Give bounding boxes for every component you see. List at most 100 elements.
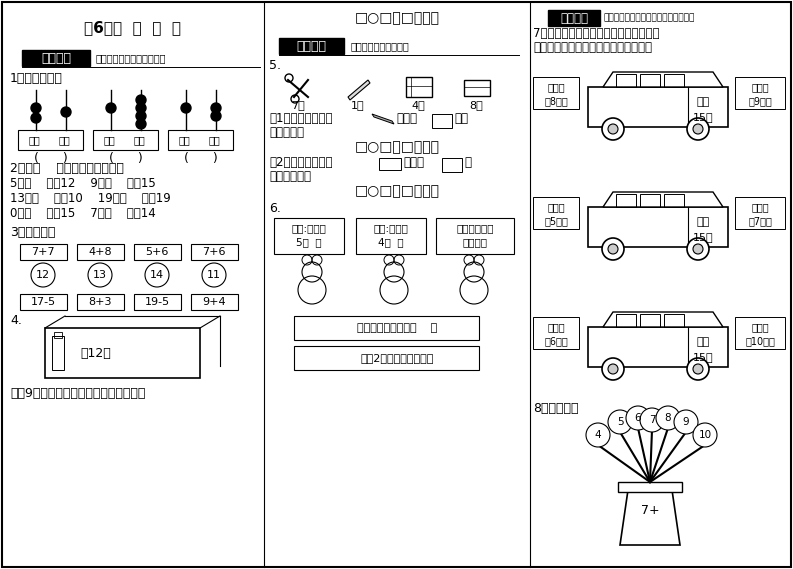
Text: (      ): ( ) [34, 151, 68, 164]
Circle shape [602, 118, 624, 140]
Circle shape [687, 118, 709, 140]
Text: 5＋（    ）＝12    9＋（    ）＝15: 5＋（ ）＝12 9＋（ ）＝15 [10, 176, 155, 189]
Bar [735, 317, 785, 349]
Circle shape [687, 238, 709, 260]
Polygon shape [603, 192, 723, 207]
Circle shape [608, 410, 632, 434]
Text: 个位: 个位 [133, 135, 145, 145]
Text: 绘画小: 绘画小 [547, 322, 565, 332]
Bar [45, 328, 200, 378]
Circle shape [136, 95, 146, 105]
Text: 8．填一填。: 8．填一填。 [533, 402, 579, 414]
Text: 和一本: 和一本 [403, 155, 424, 168]
Text: 体育小: 体育小 [751, 322, 768, 332]
Text: □○□＝□（元）: □○□＝□（元） [354, 184, 439, 198]
Text: 组6人。: 组6人。 [544, 336, 568, 346]
Circle shape [693, 364, 703, 374]
Text: （2）如果想买一个: （2）如果想买一个 [269, 155, 332, 168]
Text: (      ): ( ) [109, 151, 143, 164]
Polygon shape [603, 72, 723, 87]
Text: 7+7: 7+7 [31, 247, 55, 257]
Text: 快乐拓展: 快乐拓展 [560, 11, 588, 24]
Text: 限乘: 限乘 [696, 217, 710, 227]
Text: ，: ， [464, 155, 471, 168]
Text: 共12瓶: 共12瓶 [80, 347, 111, 360]
Text: 个位: 个位 [58, 135, 70, 145]
Text: 科技小: 科技小 [751, 202, 768, 212]
Bar [664, 314, 684, 327]
Text: 13－（    ）＝10    19－（    ）＝19: 13－（ ）＝10 19－（ ）＝19 [10, 192, 170, 204]
Text: 7元: 7元 [291, 100, 305, 110]
Text: 1元: 1元 [351, 100, 365, 110]
Bar [640, 194, 660, 207]
Text: 书法小: 书法小 [547, 202, 565, 212]
Bar [533, 197, 579, 229]
Text: 4元: 4元 [411, 100, 425, 110]
Circle shape [693, 244, 703, 254]
Text: 4: 4 [595, 430, 601, 440]
Text: 不夯实基础，难建成高楼。: 不夯实基础，难建成高楼。 [96, 53, 167, 63]
Text: 组9人。: 组9人。 [748, 96, 772, 106]
Bar [279, 38, 344, 54]
Text: 一样多。: 一样多。 [462, 237, 488, 247]
Circle shape [136, 103, 146, 113]
Bar [735, 197, 785, 229]
Circle shape [181, 103, 191, 113]
Bar [168, 130, 233, 150]
Text: 15人: 15人 [693, 112, 714, 122]
Circle shape [211, 111, 221, 121]
Bar [294, 316, 479, 340]
Circle shape [693, 423, 717, 447]
Text: 哪两个小组坐一辆车最合适，连一连。: 哪两个小组坐一辆车最合适，连一连。 [533, 40, 652, 53]
Text: 灰兔:我找了: 灰兔:我找了 [292, 223, 327, 233]
Text: 5+6: 5+6 [145, 247, 169, 257]
Bar [618, 482, 682, 492]
Bar [191, 294, 238, 310]
Circle shape [640, 408, 664, 432]
Circle shape [106, 103, 116, 113]
Text: 7: 7 [649, 415, 655, 425]
Bar [664, 74, 684, 87]
Text: 12: 12 [36, 270, 50, 280]
Circle shape [693, 124, 703, 134]
Circle shape [687, 358, 709, 380]
Bar [640, 74, 660, 87]
Polygon shape [372, 114, 394, 124]
Text: 组7人。: 组7人。 [748, 216, 772, 226]
Text: 组8人。: 组8人。 [544, 96, 568, 106]
Polygon shape [348, 80, 370, 100]
Text: 第6课时  练  习  三: 第6课时 练 习 三 [85, 20, 182, 35]
Text: 5: 5 [617, 417, 623, 427]
Bar [616, 194, 636, 207]
Bar [20, 244, 67, 260]
Bar [548, 10, 600, 26]
Text: 要多少元？: 要多少元？ [269, 126, 304, 138]
Text: 2．在（    ）里填上合适的数。: 2．在（ ）里填上合适的数。 [10, 162, 124, 175]
Text: （1）如果想买一支: （1）如果想买一支 [269, 112, 332, 125]
Bar [432, 114, 452, 128]
Bar [588, 327, 728, 367]
Circle shape [602, 238, 624, 260]
Text: 和一本: 和一本 [396, 112, 417, 125]
Circle shape [586, 423, 610, 447]
Text: 15人: 15人 [693, 232, 714, 242]
Text: 7+: 7+ [641, 504, 659, 517]
Bar [464, 80, 490, 96]
Text: 8: 8 [665, 413, 672, 423]
Bar [77, 294, 124, 310]
Bar [436, 218, 514, 254]
Text: □○□＝□（瓶）: □○□＝□（瓶） [354, 11, 439, 25]
Bar [588, 207, 728, 247]
Text: 9: 9 [683, 417, 689, 427]
Bar [20, 294, 67, 310]
Text: 7．学校组织兴趣小组演出，请你想一想: 7．学校组织兴趣小组演出，请你想一想 [533, 27, 660, 39]
Text: 基础作业: 基础作业 [41, 52, 71, 64]
Text: 4+8: 4+8 [88, 247, 112, 257]
Bar [588, 87, 728, 127]
Text: 17-5: 17-5 [30, 297, 56, 307]
Bar [356, 218, 426, 254]
Bar [735, 77, 785, 109]
Text: 十位: 十位 [103, 135, 115, 145]
Text: 6.: 6. [269, 201, 281, 215]
Text: 限乘: 限乘 [696, 97, 710, 107]
